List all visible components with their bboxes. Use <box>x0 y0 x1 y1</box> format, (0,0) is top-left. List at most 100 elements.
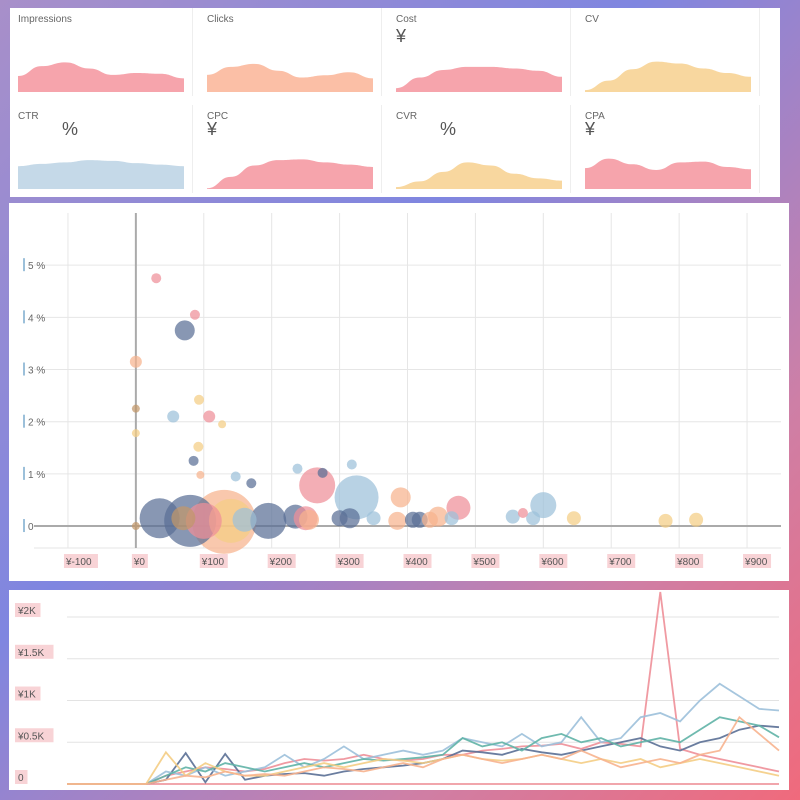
kpi-area <box>18 160 184 189</box>
scatter-point[interactable] <box>421 511 438 528</box>
scatter-chart: 0 1 % 2 % 3 % 4 % 5 % ¥-100 ¥0 ¥100 ¥200 ¥300 ¥400 ¥… <box>23 213 781 568</box>
y-tick-bg <box>15 728 54 743</box>
y-tick-label: 4 % <box>28 313 45 324</box>
scatter-point[interactable] <box>250 502 287 539</box>
kpi-sparkline <box>585 61 751 92</box>
scatter-point[interactable] <box>196 470 205 479</box>
y-tick-bg <box>15 603 41 618</box>
x-tick-label: ¥-100 <box>65 557 92 568</box>
kpi-sparkline <box>585 158 751 189</box>
kpi-label: CV <box>585 14 599 25</box>
line-chart: 0 ¥0.5K ¥1K ¥1.5K ¥2K <box>15 591 780 785</box>
kpi-card-clicks: Clicks <box>199 8 382 96</box>
scatter-point[interactable] <box>444 511 459 526</box>
scatter-point[interactable] <box>129 355 142 368</box>
scatter-point[interactable] <box>331 510 348 527</box>
line-series[interactable] <box>67 716 780 785</box>
scatter-point[interactable] <box>246 478 257 489</box>
line-series[interactable] <box>67 715 780 785</box>
kpi-sparkline <box>396 66 562 92</box>
kpi-label: CVR <box>396 111 418 122</box>
scatter-point[interactable] <box>517 508 528 518</box>
scatter-point[interactable] <box>151 273 162 284</box>
scatter-point[interactable] <box>292 463 303 474</box>
scatter-point[interactable] <box>185 502 222 539</box>
scatter-point[interactable] <box>299 467 336 504</box>
x-tick-label: ¥300 <box>337 557 361 568</box>
x-tick-bg <box>471 554 500 568</box>
scatter-point[interactable] <box>189 309 200 320</box>
scatter-point[interactable] <box>299 509 320 530</box>
kpi-sparkline <box>18 62 184 92</box>
x-tick-bg <box>131 554 148 568</box>
scatter-point[interactable] <box>689 512 704 527</box>
y-tick-bg <box>15 770 28 784</box>
scatter-point[interactable] <box>658 513 673 528</box>
kpi-card-impressions: Impressions <box>10 8 193 96</box>
y-tick-marker <box>23 466 25 480</box>
scatter-point[interactable] <box>131 522 140 531</box>
scatter-point[interactable] <box>505 509 520 524</box>
scatter-points <box>129 273 704 554</box>
kpi-area <box>18 62 184 92</box>
kpi-area <box>396 162 562 189</box>
y-tick-label: 2 % <box>28 418 45 429</box>
scatter-point[interactable] <box>203 410 216 423</box>
x-tick-bg <box>199 554 228 568</box>
y-tick-marker <box>23 362 25 376</box>
y-tick-label: 5 % <box>28 261 45 272</box>
x-tick-bg <box>539 554 568 568</box>
scatter-point[interactable] <box>131 429 140 438</box>
scatter-point[interactable] <box>526 511 541 526</box>
scatter-point[interactable] <box>131 404 140 413</box>
scatter-point[interactable] <box>218 420 227 429</box>
scatter-point[interactable] <box>194 394 205 405</box>
scatter-point[interactable] <box>174 320 195 341</box>
scatter-point[interactable] <box>188 455 199 466</box>
kpi-sparkline <box>207 159 373 189</box>
kpi-label: CTR <box>18 111 39 122</box>
scatter-point[interactable] <box>388 511 407 530</box>
scatter-point[interactable] <box>334 475 379 520</box>
scatter-point[interactable] <box>390 487 411 508</box>
scatter-panel: 0 1 % 2 % 3 % 4 % 5 % ¥-100 ¥0 ¥100 ¥200 ¥300 ¥400 ¥… <box>9 203 789 581</box>
scatter-point[interactable] <box>167 410 180 423</box>
y-tick-marker <box>23 414 25 428</box>
y-tick-bg <box>15 686 41 701</box>
scatter-point[interactable] <box>566 511 581 526</box>
scatter-point[interactable] <box>230 471 241 482</box>
scatter-point[interactable] <box>346 459 357 470</box>
kpi-card-ctr: CTR% <box>10 105 193 193</box>
y-tick-label: ¥2K <box>17 606 36 617</box>
x-tick-bg <box>267 554 296 568</box>
line-series[interactable] <box>67 591 780 785</box>
line-panel: 0 ¥0.5K ¥1K ¥1.5K ¥2K <box>9 590 789 790</box>
x-tick-label: ¥200 <box>269 557 293 568</box>
x-tick-label: ¥600 <box>540 557 564 568</box>
scatter-point[interactable] <box>171 506 196 531</box>
kpi-sparkline <box>18 160 184 189</box>
scatter-point[interactable] <box>317 467 328 478</box>
kpi-label: Clicks <box>207 14 234 25</box>
kpi-label: CPC <box>207 111 229 122</box>
y-tick-label: 1 % <box>28 470 45 481</box>
scatter-point[interactable] <box>193 441 204 452</box>
x-tick-label: ¥900 <box>744 557 768 568</box>
kpi-area <box>396 66 562 92</box>
x-tick-label: ¥100 <box>201 557 225 568</box>
x-tick-label: ¥0 <box>133 557 146 568</box>
kpi-card-cv: CV <box>577 8 760 96</box>
x-tick-bg <box>403 554 432 568</box>
scatter-point[interactable] <box>530 492 557 519</box>
y-tick-label: 0 <box>18 773 24 784</box>
kpi-label: Cost <box>396 14 417 25</box>
y-tick-label: 3 % <box>28 366 45 377</box>
scatter-point[interactable] <box>232 507 257 532</box>
scatter-grid <box>34 213 781 549</box>
y-tick-marker <box>23 258 25 272</box>
scatter-point[interactable] <box>139 498 180 539</box>
kpi-area <box>585 61 751 92</box>
x-tick-bg <box>607 554 636 568</box>
kpi-unit: % <box>62 119 79 139</box>
scatter-point[interactable] <box>366 511 381 526</box>
